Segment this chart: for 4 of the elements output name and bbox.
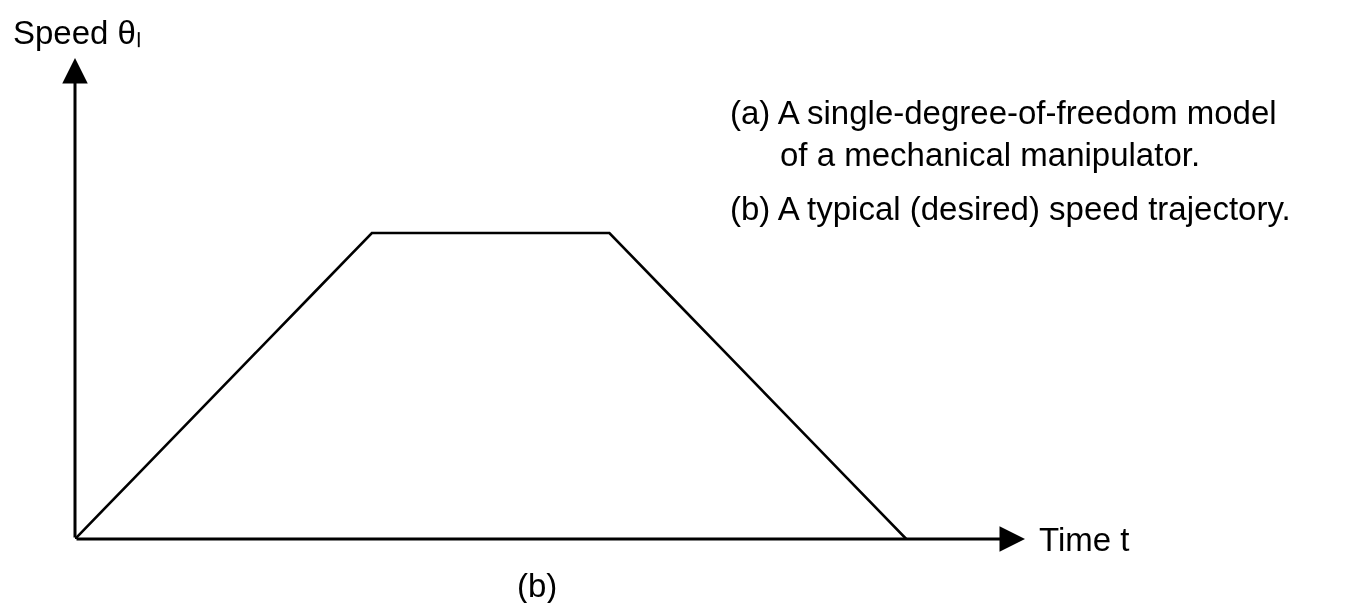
x-axis-title: Time t bbox=[1039, 521, 1130, 558]
text: (a) A single-degree-of-freedom model of a mechanical manipulator. bbox=[730, 94, 1277, 173]
text: Speed θₗ bbox=[13, 14, 142, 51]
text: (b) A typical (desired) speed trajectory. bbox=[730, 190, 1291, 227]
